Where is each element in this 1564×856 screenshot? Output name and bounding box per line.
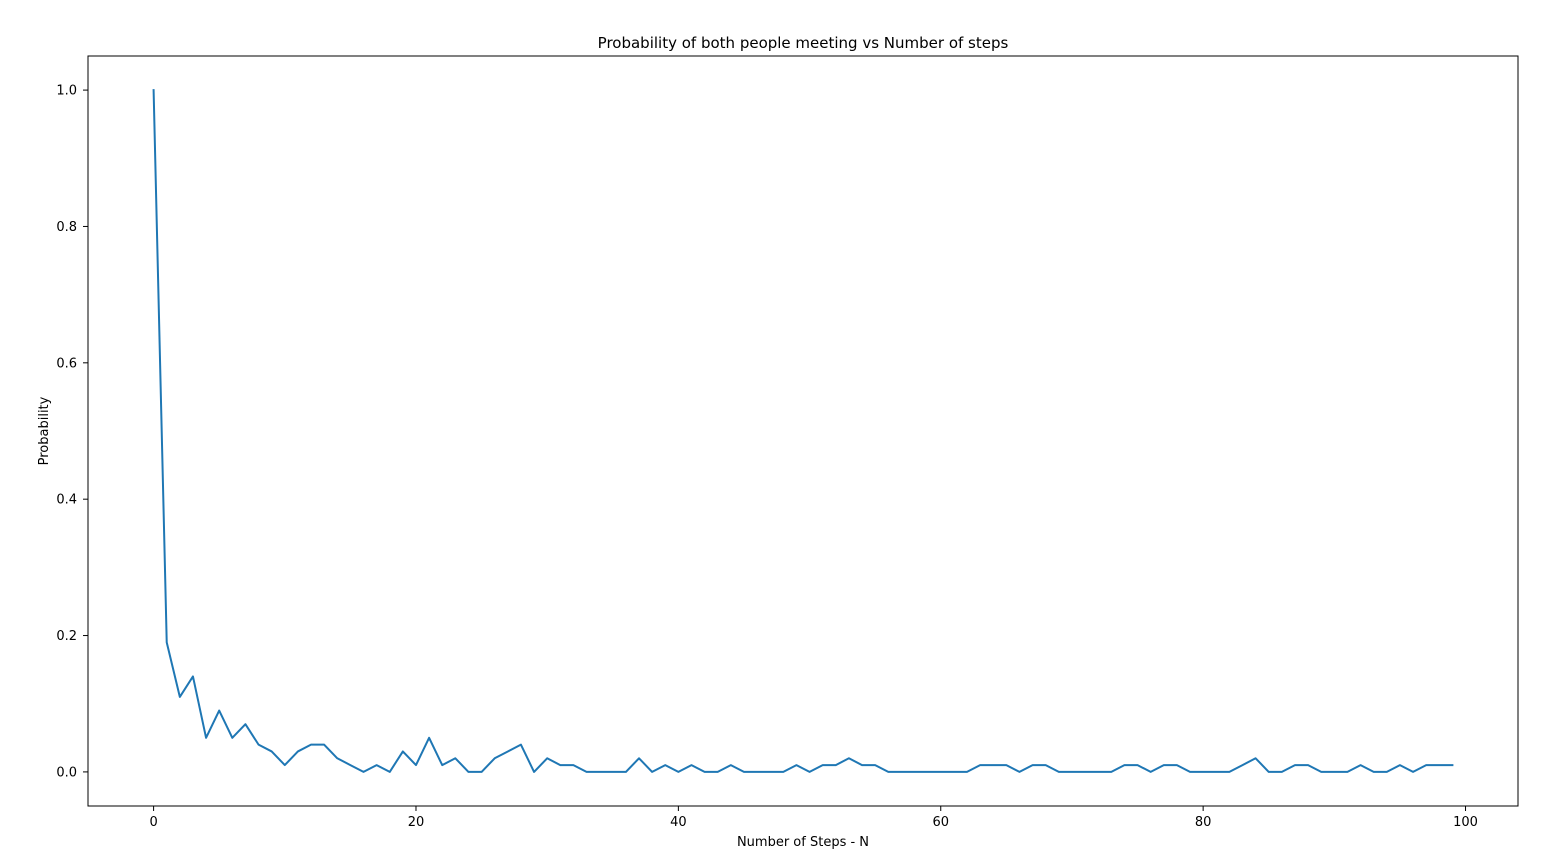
axes-frame bbox=[87, 55, 1519, 807]
y-tick-label: 0.8 bbox=[56, 220, 77, 235]
x-axis-label: Number of Steps - N bbox=[737, 835, 869, 850]
x-tick-label: 20 bbox=[408, 815, 425, 830]
y-tick-label: 0.6 bbox=[56, 356, 77, 371]
axes-ticks: 0 20 40 60 80 100 0.0 0.2 0.4 0.6 0.8 1.0 bbox=[56, 84, 1478, 830]
y-tick-label: 0.0 bbox=[56, 765, 77, 780]
x-tick-label: 60 bbox=[932, 815, 949, 830]
y-tick-label: 0.4 bbox=[56, 493, 77, 508]
x-tick-label: 80 bbox=[1195, 815, 1212, 830]
series-line-probability bbox=[152, 89, 1454, 773]
y-tick-label: 1.0 bbox=[56, 84, 77, 99]
x-tick-label: 40 bbox=[670, 815, 687, 830]
y-axis-label: Probability bbox=[37, 396, 52, 465]
x-tick-label: 0 bbox=[149, 815, 157, 830]
y-tick-label: 0.2 bbox=[56, 629, 77, 644]
chart-title: Probability of both people meeting vs Nu… bbox=[598, 34, 1009, 52]
x-tick-label: 100 bbox=[1453, 815, 1478, 830]
plot-area bbox=[152, 89, 1454, 773]
